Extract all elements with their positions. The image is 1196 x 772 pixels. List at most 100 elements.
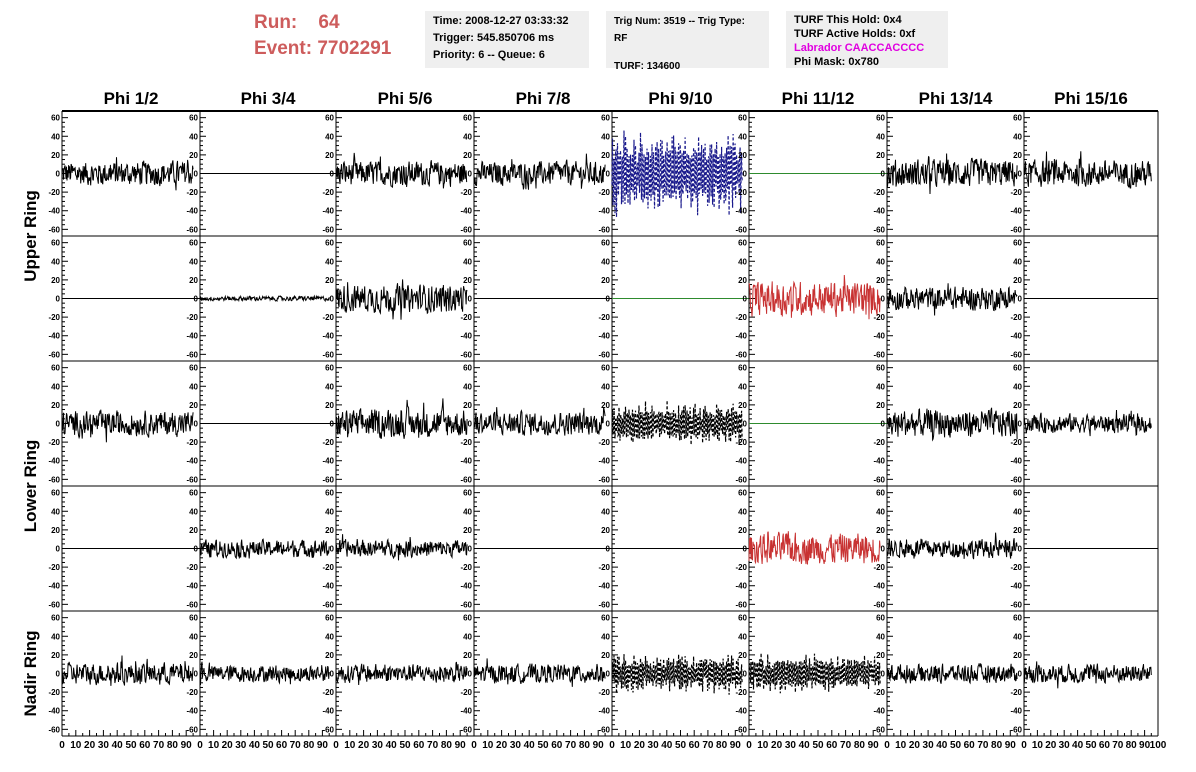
y-tick-label: 0 bbox=[743, 170, 748, 179]
y-tick-label: 40 bbox=[189, 507, 198, 516]
y-tick-label: 60 bbox=[738, 614, 747, 623]
y-tick-label: -40 bbox=[186, 457, 198, 466]
y-tick-label: -60 bbox=[735, 475, 747, 484]
y-tick-label: 60 bbox=[463, 614, 472, 623]
x-tick-label: 40 bbox=[249, 740, 261, 751]
y-tick-label: 20 bbox=[189, 276, 198, 285]
x-tick-label: 80 bbox=[716, 740, 728, 751]
waveform-trace bbox=[61, 409, 194, 443]
y-tick-label: 40 bbox=[463, 257, 472, 266]
y-tick-label: 0 bbox=[56, 295, 61, 304]
y-tick-label: -20 bbox=[873, 188, 885, 197]
x-tick-label: 80 bbox=[579, 740, 591, 751]
turf-this-hold-text: TURF This Hold: 0x4 bbox=[794, 14, 902, 26]
y-tick-label: -60 bbox=[598, 475, 610, 484]
waveform-trace bbox=[611, 654, 743, 695]
x-tick-label: 30 bbox=[1059, 740, 1071, 751]
y-tick-label: 0 bbox=[606, 170, 611, 179]
y-tick-label: -40 bbox=[1010, 207, 1022, 216]
y-tick-label: -20 bbox=[48, 688, 60, 697]
y-tick-label: 60 bbox=[51, 239, 60, 248]
x-tick-label: 70 bbox=[153, 740, 165, 751]
y-tick-label: -40 bbox=[186, 582, 198, 591]
y-tick-label: 60 bbox=[738, 114, 747, 123]
y-tick-label: 60 bbox=[876, 114, 885, 123]
y-tick-label: 40 bbox=[51, 257, 60, 266]
y-tick-label: -20 bbox=[460, 313, 472, 322]
y-tick-label: -40 bbox=[1010, 332, 1022, 341]
y-tick-label: 20 bbox=[51, 526, 60, 535]
x-tick-label: 80 bbox=[441, 740, 453, 751]
y-tick-label: -60 bbox=[598, 350, 610, 359]
x-tick-label: 50 bbox=[537, 740, 549, 751]
y-tick-label: -40 bbox=[873, 457, 885, 466]
column-title: Phi 3/4 bbox=[241, 89, 296, 108]
y-tick-label: 20 bbox=[325, 151, 334, 160]
y-tick-label: 20 bbox=[738, 526, 747, 535]
y-tick-label: -20 bbox=[186, 313, 198, 322]
column-title: Phi 11/12 bbox=[782, 89, 855, 108]
waveform-trace bbox=[886, 153, 1018, 195]
x-tick-label: 20 bbox=[909, 740, 921, 751]
y-tick-label: 40 bbox=[463, 382, 472, 391]
y-tick-label: -40 bbox=[873, 707, 885, 716]
y-tick-label: -20 bbox=[735, 438, 747, 447]
y-tick-label: 40 bbox=[325, 507, 334, 516]
y-tick-label: -40 bbox=[460, 707, 472, 716]
y-tick-label: 0 bbox=[881, 545, 886, 554]
x-tick-label: 10 bbox=[344, 740, 356, 751]
y-tick-label: 40 bbox=[876, 257, 885, 266]
y-tick-label: 60 bbox=[876, 614, 885, 623]
x-tick-label: 60 bbox=[551, 740, 563, 751]
y-tick-label: 40 bbox=[738, 257, 747, 266]
y-tick-label: 40 bbox=[325, 632, 334, 641]
y-tick-label: 20 bbox=[51, 651, 60, 660]
y-tick-label: -60 bbox=[460, 350, 472, 359]
turf-info-box: TURF This Hold: 0x4 TURF Active Holds: 0… bbox=[786, 11, 948, 68]
y-tick-label: 60 bbox=[876, 489, 885, 498]
waveform-trace bbox=[886, 407, 1018, 442]
y-tick-label: 20 bbox=[325, 276, 334, 285]
y-tick-label: -20 bbox=[186, 563, 198, 572]
y-tick-label: -60 bbox=[873, 600, 885, 609]
x-tick-label: 90 bbox=[1139, 740, 1151, 751]
y-tick-label: 40 bbox=[325, 132, 334, 141]
x-tick-label: 40 bbox=[112, 740, 124, 751]
x-tick-label: 30 bbox=[510, 740, 522, 751]
event-label: Event: bbox=[254, 38, 313, 59]
y-tick-label: -60 bbox=[735, 600, 747, 609]
run-value: 64 bbox=[318, 12, 340, 33]
y-tick-label: -40 bbox=[322, 582, 334, 591]
y-tick-label: -60 bbox=[48, 600, 60, 609]
y-tick-label: -20 bbox=[322, 313, 334, 322]
y-tick-label: 0 bbox=[56, 420, 61, 429]
y-tick-label: 40 bbox=[463, 132, 472, 141]
x-tick-label: 40 bbox=[799, 740, 811, 751]
x-tick-label: 70 bbox=[427, 740, 439, 751]
y-tick-label: -40 bbox=[735, 457, 747, 466]
y-tick-label: -40 bbox=[322, 707, 334, 716]
y-tick-label: 60 bbox=[463, 364, 472, 373]
y-tick-label: -20 bbox=[460, 563, 472, 572]
y-tick-label: -40 bbox=[48, 207, 60, 216]
y-tick-label: 20 bbox=[1013, 651, 1022, 660]
time-text: Time: 2008-12-27 03:33:32 bbox=[433, 15, 569, 27]
x-tick-label: 100 bbox=[1150, 740, 1167, 751]
trigger-text: Trigger: 545.850706 ms bbox=[433, 32, 555, 44]
waveform-trace bbox=[748, 652, 881, 694]
x-tick-label: 60 bbox=[276, 740, 288, 751]
y-tick-label: -40 bbox=[873, 207, 885, 216]
y-tick-label: 0 bbox=[1018, 170, 1023, 179]
y-tick-label: -20 bbox=[735, 563, 747, 572]
y-tick-label: 20 bbox=[876, 651, 885, 660]
x-tick-label: 80 bbox=[303, 740, 315, 751]
column-title: Phi 1/2 bbox=[104, 89, 159, 108]
x-tick-label: 10 bbox=[482, 740, 494, 751]
x-tick-label: 50 bbox=[399, 740, 411, 751]
x-tick-label: 50 bbox=[675, 740, 687, 751]
x-tick-label: 60 bbox=[1099, 740, 1111, 751]
y-tick-label: -20 bbox=[1010, 688, 1022, 697]
y-tick-label: -60 bbox=[873, 725, 885, 734]
y-tick-label: 60 bbox=[325, 114, 334, 123]
